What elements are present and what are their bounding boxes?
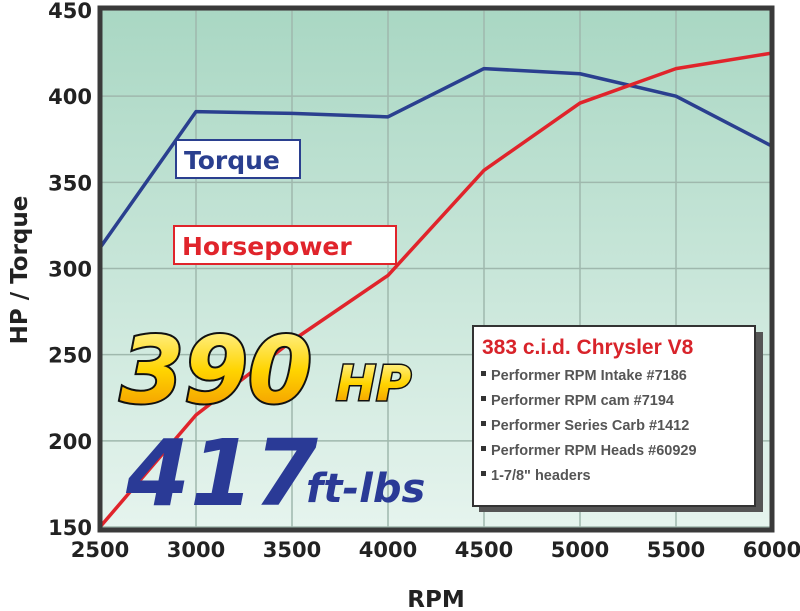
- x-tick-label: 4500: [455, 538, 513, 562]
- series-line-horsepower: [98, 51, 773, 529]
- legend-torque: Torque: [175, 139, 301, 179]
- spec-item: Performer RPM Intake #7186: [491, 368, 687, 384]
- svg-text:Horsepower: Horsepower: [182, 232, 352, 261]
- svg-text:417: 417: [125, 420, 318, 527]
- x-tick-label: 2500: [71, 538, 129, 562]
- svg-text:ft-lbs: ft-lbs: [306, 466, 425, 512]
- legend-horsepower: Horsepower: [173, 225, 397, 265]
- spec-item: Performer RPM Heads #60929: [491, 443, 697, 459]
- torque-callout: 417 ft-lbs: [125, 420, 425, 527]
- spec-item: Performer RPM cam #7194: [491, 393, 674, 409]
- bullet-icon: [481, 371, 486, 376]
- bullet-icon: [481, 421, 486, 426]
- bullet-icon: [481, 396, 486, 401]
- x-tick-label: 4000: [359, 538, 417, 562]
- x-axis-label: RPM: [407, 587, 464, 611]
- x-tick-label: 5000: [551, 538, 609, 562]
- bullet-icon: [481, 471, 486, 476]
- svg-text:390: 390: [120, 317, 312, 424]
- y-axis-label: HP / Torque: [7, 196, 33, 345]
- y-tick-label: 150: [48, 516, 92, 540]
- y-tick-label: 300: [48, 258, 92, 282]
- plot-frame: [97, 5, 775, 533]
- y-tick-label: 450: [48, 0, 92, 23]
- x-tick-label: 3000: [167, 538, 225, 562]
- svg-text:Torque: Torque: [184, 146, 280, 175]
- y-tick-label: 200: [48, 430, 92, 454]
- bullet-icon: [481, 446, 486, 451]
- engine-spec-box: 383 c.i.d. Chrysler V8 Performer RPM Int…: [472, 325, 763, 512]
- hp-callout: 390 HP: [118, 315, 413, 426]
- x-tick-label: 5500: [647, 538, 705, 562]
- spec-item: 1-7/8" headers: [491, 468, 591, 484]
- spec-title: 383 c.i.d. Chrysler V8: [482, 336, 694, 359]
- svg-text:HP: HP: [336, 356, 411, 412]
- y-tick-label: 350: [48, 171, 92, 195]
- spec-item: Performer Series Carb #1412: [491, 418, 689, 434]
- series-line-torque: [98, 66, 773, 249]
- y-tick-label: 400: [48, 85, 92, 109]
- x-tick-label: 6000: [743, 538, 800, 562]
- x-tick-label: 3500: [263, 538, 321, 562]
- y-tick-label: 250: [48, 344, 92, 368]
